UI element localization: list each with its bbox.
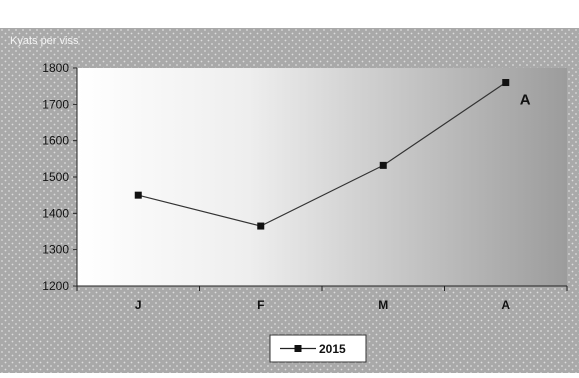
y-tick-label: 1800 <box>42 61 69 75</box>
y-tick-label: 1700 <box>42 97 69 111</box>
x-tick-label: A <box>501 298 510 312</box>
y-tick-label: 1200 <box>42 279 69 293</box>
y-axis-label: Kyats per viss <box>10 35 79 47</box>
plot-area <box>77 68 567 286</box>
data-point <box>502 79 510 87</box>
y-tick-label: 1400 <box>42 206 69 220</box>
data-point <box>379 161 387 169</box>
legend-label-2015: 2015 <box>319 342 346 356</box>
x-tick-label: J <box>135 298 142 312</box>
chart-top-margin <box>0 0 579 28</box>
data-point <box>257 222 265 230</box>
x-tick-label: F <box>257 298 264 312</box>
annotation-label: A <box>520 92 531 109</box>
y-axis: 1200 1300 1400 1500 1600 1700 1800 <box>42 61 78 293</box>
y-tick-label: 1500 <box>42 170 69 184</box>
y-tick-label: 1300 <box>42 243 69 257</box>
annotation-layer: A <box>520 92 531 109</box>
series-layer <box>134 79 510 230</box>
legend: 2015 <box>269 334 367 363</box>
legend-marker <box>294 345 302 352</box>
series-line-2015 <box>138 82 507 227</box>
y-tick-label: 1600 <box>42 134 69 148</box>
data-point <box>134 191 142 199</box>
x-tick-label: M <box>378 298 388 312</box>
